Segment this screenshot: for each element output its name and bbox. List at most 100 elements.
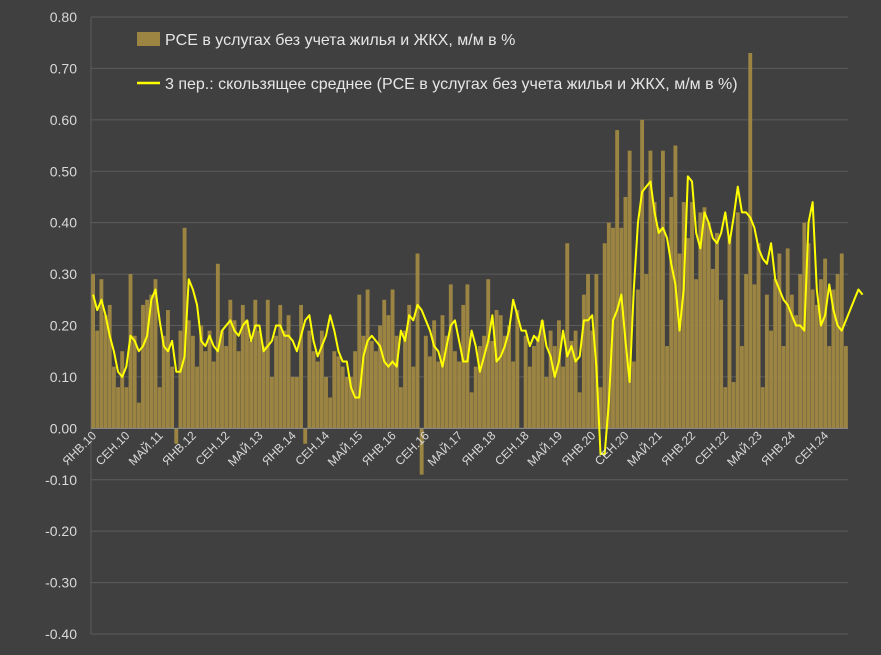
bar xyxy=(656,227,661,429)
bar xyxy=(228,299,233,429)
bar xyxy=(278,304,283,429)
bar xyxy=(286,315,291,429)
bar xyxy=(344,376,349,429)
moving-average-series xyxy=(92,175,864,456)
bar xyxy=(457,361,462,429)
bar xyxy=(552,346,557,429)
bar xyxy=(423,335,428,429)
y-tick-label: 0.50 xyxy=(50,163,77,179)
bar xyxy=(623,196,628,429)
bar xyxy=(814,304,819,429)
legend-swatch-bar xyxy=(137,32,160,46)
bar xyxy=(270,376,274,429)
y-tick-label: 0.80 xyxy=(50,9,77,25)
bar xyxy=(823,258,828,429)
y-axis-ticks: 0.80 0.70 0.60 0.50 0.40 0.30 0.20 0.10 0.00 -0.1… xyxy=(45,9,77,642)
bar xyxy=(403,330,407,429)
bar xyxy=(453,351,457,429)
bar xyxy=(527,366,532,429)
y-tick-label: 0.60 xyxy=(50,112,77,128)
bar xyxy=(698,212,703,429)
bar xyxy=(469,392,474,429)
bar xyxy=(203,351,208,429)
bar xyxy=(827,346,832,429)
bar xyxy=(748,52,753,429)
bar xyxy=(224,346,229,429)
bar xyxy=(215,263,220,429)
bar xyxy=(274,335,279,429)
bar xyxy=(195,366,199,429)
bar xyxy=(149,294,154,429)
bar xyxy=(282,330,287,429)
bar xyxy=(785,248,790,429)
bar xyxy=(398,387,403,429)
bar xyxy=(411,366,416,429)
bar xyxy=(95,330,100,429)
bar xyxy=(107,304,112,429)
bar xyxy=(199,325,204,429)
bar xyxy=(349,376,353,429)
bar xyxy=(357,294,362,429)
y-tick-label: 0.70 xyxy=(50,60,77,76)
bar xyxy=(294,376,299,429)
bar xyxy=(744,274,749,429)
bar xyxy=(740,346,744,429)
bar xyxy=(764,294,769,429)
bar xyxy=(752,284,757,429)
bar xyxy=(760,387,765,429)
bar xyxy=(781,346,786,429)
bar xyxy=(120,351,125,429)
bar xyxy=(145,299,150,429)
bar xyxy=(390,289,395,429)
bar xyxy=(419,428,424,475)
bar xyxy=(378,325,382,429)
bar xyxy=(166,310,170,429)
bar xyxy=(153,279,158,429)
bar xyxy=(706,222,711,429)
bar xyxy=(482,335,486,429)
bar xyxy=(694,279,699,429)
bar xyxy=(561,366,566,429)
bar xyxy=(311,351,316,429)
bar xyxy=(428,356,432,429)
bar xyxy=(532,346,536,429)
bar xyxy=(340,366,345,429)
bar xyxy=(415,253,420,429)
bar xyxy=(731,382,736,429)
bar xyxy=(232,320,237,429)
moving-average-line xyxy=(92,175,864,456)
bar xyxy=(598,387,603,429)
bar xyxy=(319,330,324,429)
y-tick-label: 0.40 xyxy=(50,215,77,231)
y-tick-label: -0.10 xyxy=(45,472,77,488)
bar xyxy=(577,392,582,429)
bar xyxy=(132,335,137,429)
bar xyxy=(831,289,836,429)
bar xyxy=(557,320,561,429)
bar xyxy=(810,289,815,429)
bar xyxy=(103,315,108,429)
legend-label-line: 3 пер.: скользящее среднее (PCE в услуга… xyxy=(165,76,738,93)
bar xyxy=(627,150,632,429)
bar xyxy=(245,320,249,429)
bar xyxy=(569,340,574,429)
y-tick-label: 0.20 xyxy=(50,318,77,334)
bar xyxy=(681,202,686,429)
bar xyxy=(511,361,516,429)
bar xyxy=(207,330,212,429)
bar xyxy=(835,274,840,429)
bar xyxy=(515,310,520,429)
bar xyxy=(669,196,674,429)
bar xyxy=(819,279,823,429)
bar xyxy=(444,335,449,429)
bar xyxy=(336,356,341,429)
bar xyxy=(494,310,499,429)
bar xyxy=(328,397,333,429)
y-tick-label: -0.20 xyxy=(45,523,77,539)
bar xyxy=(257,330,262,429)
bar xyxy=(586,274,590,429)
bar xyxy=(789,294,794,429)
bar xyxy=(843,346,848,429)
bar xyxy=(490,340,495,429)
